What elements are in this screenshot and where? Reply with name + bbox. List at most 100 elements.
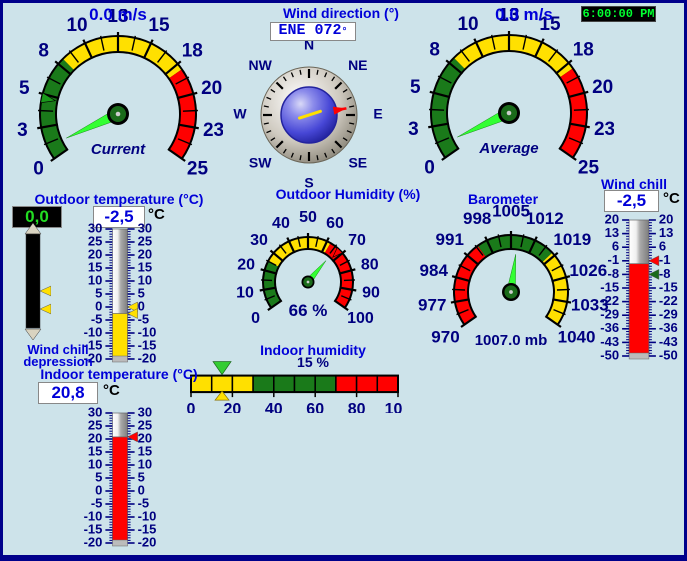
svg-text:30: 30 xyxy=(250,232,268,249)
svg-text:-10: -10 xyxy=(138,508,157,523)
svg-text:5: 5 xyxy=(19,78,30,99)
svg-text:100: 100 xyxy=(385,401,402,413)
svg-text:30: 30 xyxy=(88,223,102,235)
svg-text:10: 10 xyxy=(138,272,152,287)
svg-text:0: 0 xyxy=(95,298,102,313)
svg-text:-36: -36 xyxy=(659,320,678,335)
svg-text:25: 25 xyxy=(88,417,102,432)
svg-text:80: 80 xyxy=(348,401,366,413)
svg-text:-10: -10 xyxy=(138,324,157,339)
svg-text:998: 998 xyxy=(463,209,491,228)
svg-text:-15: -15 xyxy=(138,521,157,536)
svg-text:6: 6 xyxy=(612,239,619,254)
svg-text:-29: -29 xyxy=(659,307,678,322)
svg-text:10: 10 xyxy=(88,456,102,471)
svg-text:20: 20 xyxy=(138,430,152,445)
svg-text:25: 25 xyxy=(187,159,209,180)
svg-text:-5: -5 xyxy=(91,311,103,326)
svg-text:25: 25 xyxy=(138,233,152,248)
svg-text:20: 20 xyxy=(88,246,102,261)
svg-text:3: 3 xyxy=(17,120,28,141)
svg-text:5: 5 xyxy=(95,285,102,300)
svg-text:-36: -36 xyxy=(600,320,619,335)
svg-text:18: 18 xyxy=(573,40,594,61)
svg-text:15: 15 xyxy=(138,443,152,458)
svg-text:60: 60 xyxy=(306,401,324,413)
svg-text:30: 30 xyxy=(88,407,102,419)
svg-text:30: 30 xyxy=(138,223,152,235)
svg-text:0: 0 xyxy=(33,159,44,180)
svg-text:8: 8 xyxy=(38,41,49,62)
svg-text:1012: 1012 xyxy=(526,209,564,228)
svg-text:20: 20 xyxy=(605,214,619,226)
svg-text:-10: -10 xyxy=(84,324,103,339)
svg-text:0: 0 xyxy=(424,158,435,179)
svg-text:5: 5 xyxy=(410,77,421,98)
svg-text:23: 23 xyxy=(594,119,614,140)
svg-text:3: 3 xyxy=(408,119,419,140)
svg-text:40: 40 xyxy=(265,401,283,413)
svg-text:15: 15 xyxy=(88,443,102,458)
svg-text:984: 984 xyxy=(420,261,449,280)
svg-text:10: 10 xyxy=(88,272,102,287)
svg-text:-20: -20 xyxy=(84,534,103,549)
svg-text:60: 60 xyxy=(326,215,344,232)
svg-text:-43: -43 xyxy=(600,334,619,349)
svg-text:-50: -50 xyxy=(600,347,619,362)
svg-text:20: 20 xyxy=(224,401,242,413)
svg-text:1019: 1019 xyxy=(553,230,591,249)
svg-text:25: 25 xyxy=(578,158,600,179)
svg-text:0: 0 xyxy=(187,401,196,413)
svg-text:20: 20 xyxy=(201,78,222,99)
svg-text:E: E xyxy=(373,106,382,122)
svg-text:25: 25 xyxy=(88,233,102,248)
svg-text:-22: -22 xyxy=(659,293,678,308)
svg-text:25: 25 xyxy=(138,417,152,432)
svg-text:70: 70 xyxy=(348,232,366,249)
svg-text:30: 30 xyxy=(138,407,152,419)
svg-text:NW: NW xyxy=(249,57,273,73)
svg-text:6: 6 xyxy=(659,239,666,254)
svg-text:Average: Average xyxy=(478,140,538,157)
svg-text:23: 23 xyxy=(203,120,223,141)
svg-text:-1: -1 xyxy=(659,252,671,267)
svg-text:-8: -8 xyxy=(659,266,671,281)
svg-text:15: 15 xyxy=(88,259,102,274)
svg-text:-5: -5 xyxy=(91,495,103,510)
svg-text:-15: -15 xyxy=(600,279,619,294)
svg-text:-50: -50 xyxy=(659,347,678,362)
svg-text:5: 5 xyxy=(95,469,102,484)
svg-text:15: 15 xyxy=(138,259,152,274)
svg-text:0: 0 xyxy=(95,482,102,497)
svg-text:0: 0 xyxy=(138,482,145,497)
svg-text:20: 20 xyxy=(659,214,673,226)
svg-text:-5: -5 xyxy=(138,495,150,510)
svg-text:-5: -5 xyxy=(138,311,150,326)
svg-text:13: 13 xyxy=(605,225,619,240)
svg-text:40: 40 xyxy=(272,215,290,232)
svg-text:991: 991 xyxy=(436,230,464,249)
svg-text:20: 20 xyxy=(138,246,152,261)
svg-text:-15: -15 xyxy=(84,521,103,536)
svg-text:NE: NE xyxy=(348,57,367,73)
svg-text:977: 977 xyxy=(418,295,446,314)
svg-text:-1: -1 xyxy=(608,252,620,267)
svg-text:SE: SE xyxy=(348,154,367,170)
svg-text:Current: Current xyxy=(91,141,146,158)
svg-text:-15: -15 xyxy=(659,279,678,294)
svg-text:50: 50 xyxy=(299,209,317,226)
svg-text:5: 5 xyxy=(138,469,145,484)
svg-text:18: 18 xyxy=(182,41,203,62)
svg-text:20: 20 xyxy=(592,77,613,98)
svg-text:13: 13 xyxy=(659,225,673,240)
svg-text:8: 8 xyxy=(429,40,440,61)
svg-text:90: 90 xyxy=(362,284,380,301)
svg-text:10: 10 xyxy=(236,284,254,301)
svg-text:5: 5 xyxy=(138,285,145,300)
svg-text:20: 20 xyxy=(88,430,102,445)
svg-text:0: 0 xyxy=(138,298,145,313)
svg-text:-29: -29 xyxy=(600,307,619,322)
svg-text:W: W xyxy=(233,106,247,122)
svg-text:-22: -22 xyxy=(600,293,619,308)
svg-text:-43: -43 xyxy=(659,334,678,349)
